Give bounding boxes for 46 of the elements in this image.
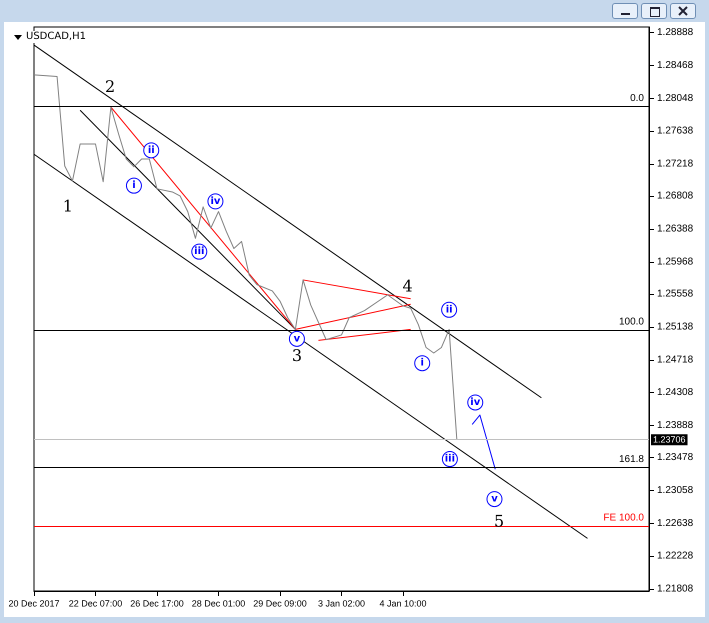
y-tick-label: 1.23058 (657, 485, 694, 496)
y-tick-label: 1.24718 (657, 354, 694, 366)
annotation: 100.0 (618, 316, 644, 328)
x-tick-label: 29 Dec 09:00 (253, 598, 307, 608)
annotation: 0.0 (630, 92, 644, 104)
y-tick-label: 1.28888 (657, 27, 694, 38)
y-tick-label: 1.25558 (657, 288, 694, 300)
x-tick-label: 20 Dec 2017 (8, 598, 60, 608)
y-tick-label: 1.22638 (657, 518, 694, 530)
y-tick-label: 1.26388 (657, 224, 694, 235)
ref-line-label: 1.23706 (653, 434, 686, 445)
y-tick-label: 1.28048 (657, 93, 694, 104)
y-tick-label: 1.27638 (657, 125, 694, 136)
x-tick-label: 28 Dec 01:00 (192, 598, 246, 608)
annotation: ii (446, 304, 453, 316)
y-tick-label: 1.25968 (657, 256, 694, 268)
y-tick-label: 1.22228 (657, 550, 694, 562)
annotation: iii (444, 454, 456, 465)
y-tick-label: 1.23888 (657, 420, 694, 431)
x-tick-label: 4 Jan 10:00 (379, 598, 427, 608)
y-tick-label: 1.21808 (657, 583, 694, 594)
y-tick-label: 1.27218 (657, 158, 694, 170)
y-tick-label: 1.28468 (657, 60, 694, 72)
y-tick-label: 1.26808 (657, 190, 694, 202)
annotation: v (294, 333, 301, 344)
annotation: v (491, 494, 498, 505)
annotation: 5 (494, 512, 504, 531)
annotation: 4 (402, 276, 413, 296)
annotation: 2 (105, 77, 116, 96)
annotation: 3 (292, 346, 302, 365)
annotation: ii (148, 144, 155, 156)
y-tick-label: 1.25138 (657, 322, 694, 333)
annotation: iv (470, 396, 481, 408)
chart-title: USDCAD,H1 (26, 31, 86, 43)
y-tick-label: 1.24308 (657, 386, 694, 398)
x-tick-label: 22 Dec 07:00 (68, 598, 122, 608)
x-tick-label: 3 Jan 02:00 (318, 598, 366, 608)
annotation: 1 (62, 196, 73, 216)
annotation: iv (210, 196, 221, 207)
y-tick-label: 1.23478 (657, 452, 694, 464)
annotation: 161.8 (618, 454, 644, 466)
annotation: iii (194, 246, 204, 258)
annotation: FE 100.0 (603, 512, 644, 524)
annotation: i (132, 180, 136, 192)
x-tick-label: 26 Dec 17:00 (130, 598, 184, 608)
annotation: i (420, 358, 424, 369)
